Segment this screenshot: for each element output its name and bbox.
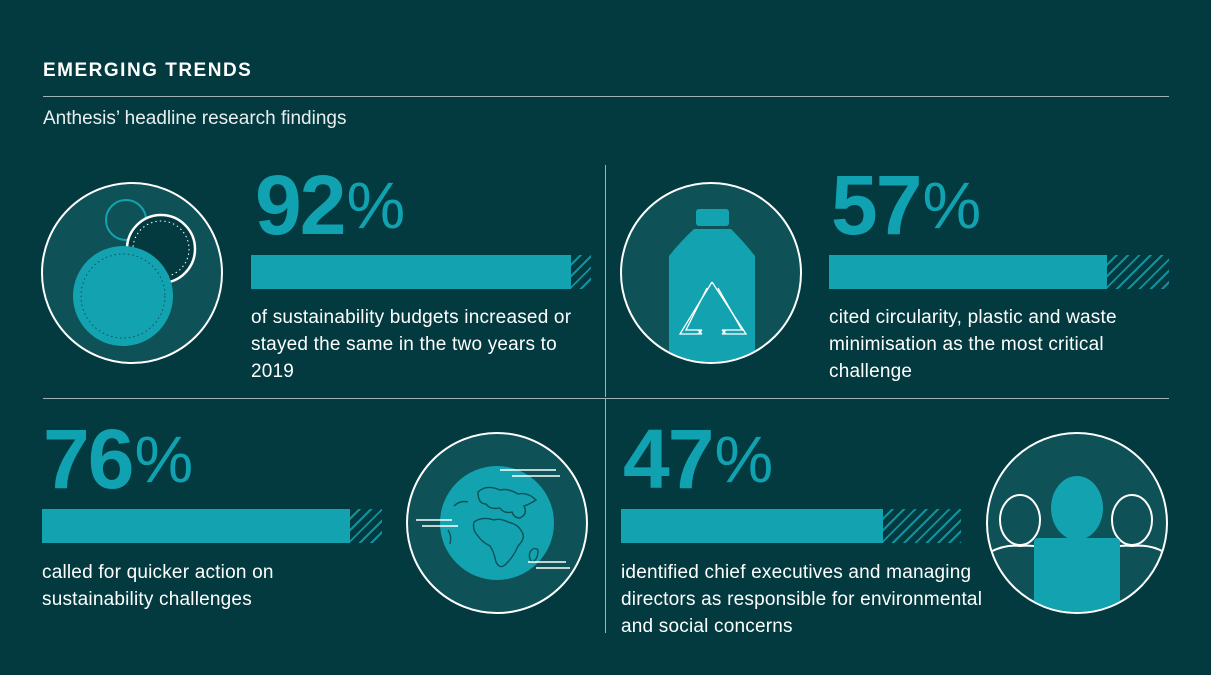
stat-57-value: 57% bbox=[831, 158, 982, 252]
stat-76-bar bbox=[42, 509, 382, 543]
stat-76-value: 76% bbox=[43, 412, 194, 506]
stat-92-description: of sustainability budgets increased or s… bbox=[251, 307, 572, 382]
globe-icon bbox=[406, 432, 588, 614]
stat-92-value: 92% bbox=[255, 158, 406, 252]
stat-47-bar-remainder bbox=[883, 509, 961, 543]
stat-57-bar bbox=[829, 255, 1169, 289]
title-divider bbox=[43, 96, 1169, 97]
stat-76-bar-fill bbox=[42, 509, 350, 543]
page-subtitle: Anthesis’ headline research findings bbox=[43, 108, 347, 129]
vertical-divider-top bbox=[605, 165, 606, 397]
stat-57-bar-fill bbox=[829, 255, 1107, 289]
recycling-bottle-icon bbox=[620, 182, 802, 364]
stat-47-bar-fill bbox=[621, 509, 883, 543]
stat-47-bar bbox=[621, 509, 961, 543]
stat-57-description: cited circularity, plastic and waste min… bbox=[829, 307, 1117, 382]
people-icon bbox=[986, 432, 1168, 614]
stat-76-description: called for quicker action on sustainabil… bbox=[42, 562, 274, 610]
horizontal-divider bbox=[43, 398, 1169, 399]
stat-92-bar-remainder bbox=[571, 255, 591, 289]
page-title: EMERGING TRENDS bbox=[43, 60, 253, 81]
stat-57-bar-remainder bbox=[1107, 255, 1169, 289]
stat-92-bar bbox=[251, 255, 591, 289]
stat-76-bar-remainder bbox=[350, 509, 382, 543]
stat-47-value: 47% bbox=[623, 412, 774, 506]
vertical-divider-bottom bbox=[605, 399, 606, 633]
stat-92-bar-fill bbox=[251, 255, 571, 289]
coins-icon bbox=[41, 182, 223, 364]
stat-47-description: identified chief executives and managing… bbox=[621, 562, 983, 637]
